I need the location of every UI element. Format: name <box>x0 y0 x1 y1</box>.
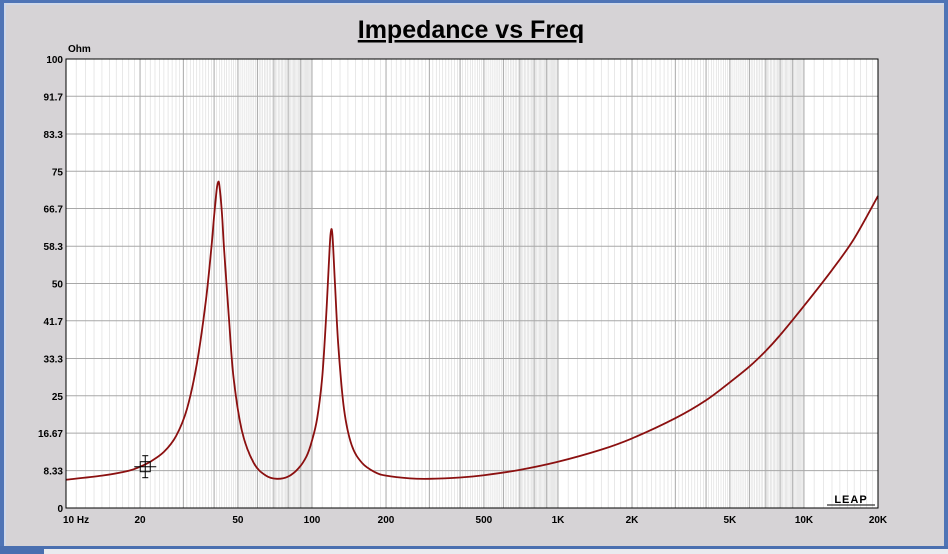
y-tick-label: 0 <box>57 504 63 515</box>
y-tick-label: 33.3 <box>44 355 64 366</box>
plot-border <box>65 58 879 509</box>
x-tick-label: 5K <box>724 515 738 526</box>
leap-logo-text: LEAP <box>834 494 867 506</box>
y-tick-label: 16.67 <box>38 429 63 440</box>
x-tick-label: 200 <box>378 515 395 526</box>
chart-title: Impedance vs Freq <box>358 16 584 44</box>
x-tick-label: 2K <box>626 515 640 526</box>
y-tick-label: 83.3 <box>44 130 64 141</box>
y-tick-label: 41.7 <box>44 317 64 328</box>
y-tick-label: 50 <box>52 280 64 291</box>
y-tick-label: 25 <box>52 392 64 403</box>
x-tick-label: 10K <box>795 515 814 526</box>
x-tick-labels: 10 Hz 20 50 100 200 500 1K 2K 5K 10K 20K <box>63 515 888 526</box>
x-tick-label: 20K <box>869 515 888 526</box>
leap-logo: LEAP <box>827 494 875 506</box>
status-strip <box>44 549 948 554</box>
y-tick-label: 8.33 <box>44 467 64 478</box>
y-tick-labels: 0 8.33 16.67 25 33.3 41.7 50 58.3 66.7 75 83.3 91.7… <box>38 55 63 515</box>
y-tick-label: 100 <box>46 55 63 66</box>
impedance-curve <box>65 180 879 481</box>
bottom-strip <box>0 546 948 554</box>
cursor-box <box>139 461 151 473</box>
series-layer <box>65 180 879 481</box>
x-tick-label: 50 <box>232 515 244 526</box>
y-tick-label: 91.7 <box>44 92 64 103</box>
x-tick-label: 100 <box>304 515 321 526</box>
x-tick-label: 10 Hz <box>63 515 89 526</box>
y-tick-label: 58.3 <box>44 242 64 253</box>
x-tick-label: 1K <box>552 515 566 526</box>
cursor-marker[interactable] <box>134 455 157 479</box>
y-tick-label: 66.7 <box>44 205 64 216</box>
x-tick-label: 500 <box>476 515 493 526</box>
grid <box>66 58 878 509</box>
y-tick-label: 75 <box>52 167 64 178</box>
x-tick-label: 20 <box>134 515 146 526</box>
y-axis-unit-label: Ohm <box>68 44 91 55</box>
